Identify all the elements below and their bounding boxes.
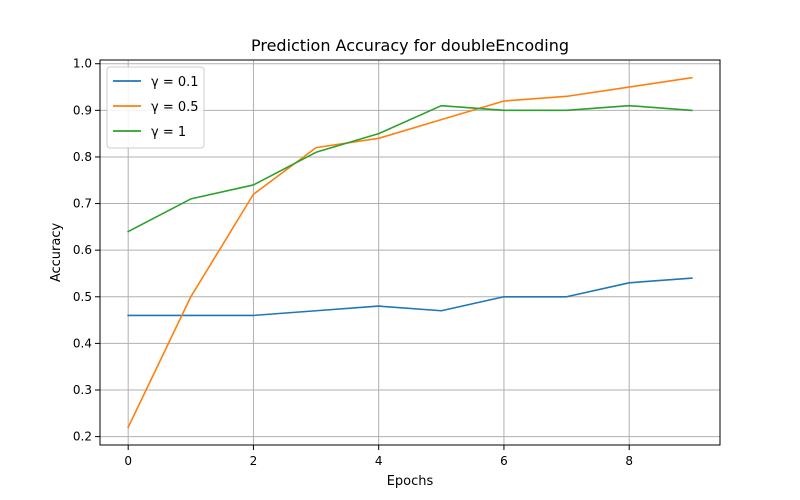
series-line-1 [127,277,693,317]
x-tick-label: 4 [375,454,383,468]
x-tick-label: 6 [500,454,508,468]
legend-label-3: γ = 1 [151,125,186,140]
legend-label-1: γ = 0.1 [151,75,199,90]
y-tick-label: 0.3 [73,383,92,397]
plot-frame [99,59,721,446]
x-tick-label: 8 [625,454,633,468]
y-tick-label: 0.7 [73,197,92,211]
y-tick-label: 0.4 [73,336,92,350]
legend-label-2: γ = 0.5 [151,100,199,115]
y-tick-label: 0.2 [73,430,92,444]
y-tick-label: 0.5 [73,290,92,304]
x-tick-label: 0 [124,454,132,468]
y-tick-label: 1.0 [73,57,92,71]
series-lines [127,76,693,429]
y-tick-label: 0.8 [73,150,92,164]
legend-box [106,66,205,149]
axis-ticks: 0 2 4 6 8 0.2 0.3 0.4 0.5 0.6 0.7 0.8 0.9 1.0 [73,57,633,468]
y-tick-label: 0.6 [73,243,92,257]
series-line-3 [127,104,693,233]
x-tick-label: 2 [250,454,258,468]
grid [100,60,720,445]
y-tick-label: 0.9 [73,103,92,117]
chart-title: Prediction Accuracy for doubleEncoding [251,36,569,55]
y-axis-label: Accuracy [49,223,64,283]
legend: γ = 0.1 γ = 0.5 γ = 1 [106,66,205,149]
series-line-2 [127,76,693,429]
x-axis-label: Epochs [387,474,434,489]
